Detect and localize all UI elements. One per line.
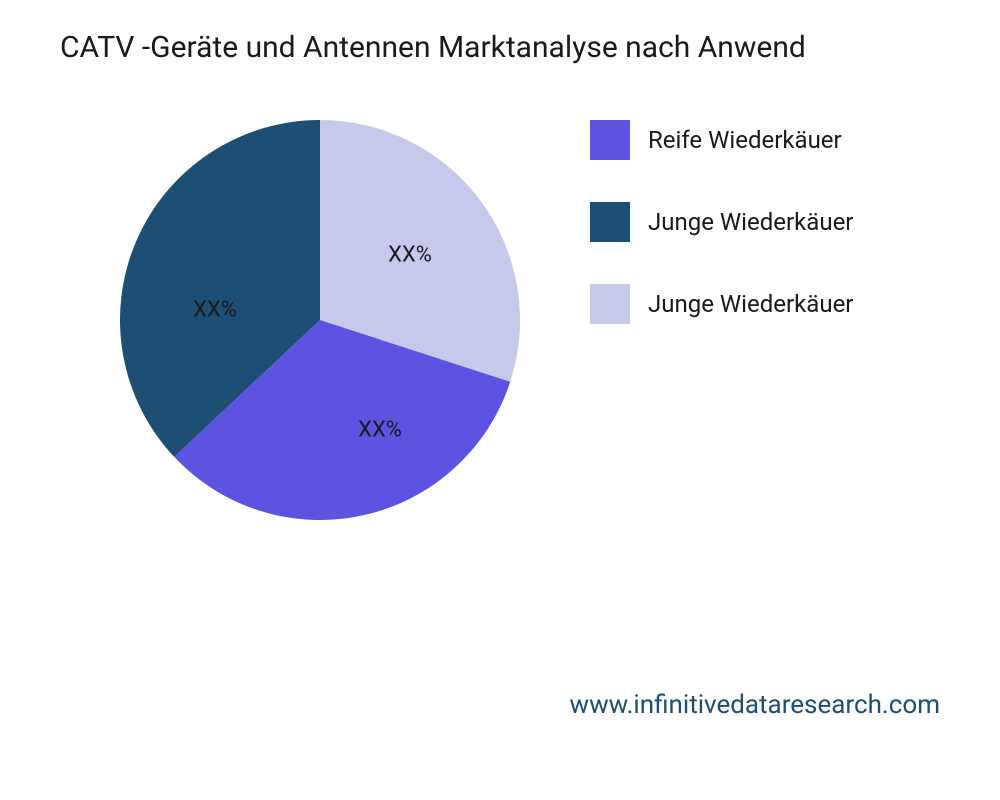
legend-item: Junge Wiederkäuer — [590, 202, 853, 242]
legend-swatch — [590, 284, 630, 324]
chart-title: CATV -Geräte und Antennen Marktanalyse n… — [60, 30, 806, 65]
legend: Reife Wiederkäuer Junge Wiederkäuer Junge … — [590, 120, 853, 324]
legend-label: Junge Wiederkäuer — [648, 208, 853, 236]
legend-item: Reife Wiederkäuer — [590, 120, 853, 160]
pie-svg — [120, 120, 520, 520]
slice-label: XX% — [388, 243, 432, 268]
legend-item: Junge Wiederkäuer — [590, 284, 853, 324]
legend-label: Reife Wiederkäuer — [648, 126, 842, 154]
footer-link: www.infinitivedataresearch.com — [570, 690, 940, 720]
pie-chart: XX% XX% XX% — [120, 120, 520, 520]
slice-label: XX% — [358, 418, 402, 443]
slice-label: XX% — [193, 298, 237, 323]
legend-swatch — [590, 202, 630, 242]
legend-label: Junge Wiederkäuer — [648, 290, 853, 318]
legend-swatch — [590, 120, 630, 160]
